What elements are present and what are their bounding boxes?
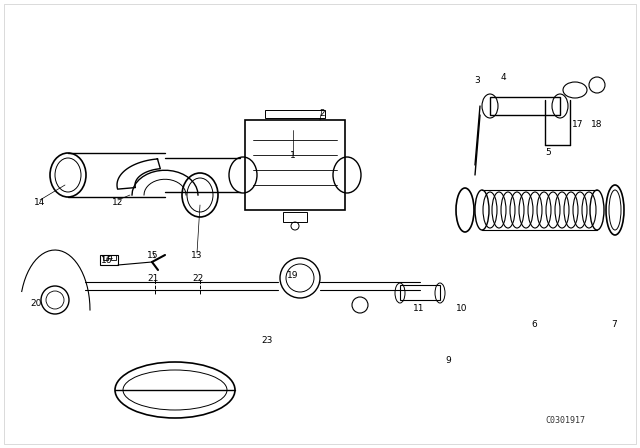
Text: 3: 3	[474, 76, 480, 85]
Text: 22: 22	[193, 273, 204, 283]
Text: 10: 10	[456, 303, 468, 313]
Text: 2: 2	[319, 108, 325, 117]
Text: 9: 9	[445, 356, 451, 365]
Text: 12: 12	[112, 198, 124, 207]
Text: 11: 11	[413, 303, 425, 313]
Bar	[100, 255, 118, 265]
Bar	[283, 212, 307, 222]
Bar	[490, 97, 560, 115]
Text: 1: 1	[290, 151, 296, 159]
Text: 7: 7	[611, 319, 617, 328]
Text: 4: 4	[500, 73, 506, 82]
Text: 19: 19	[287, 271, 299, 280]
Text: 13: 13	[191, 250, 203, 259]
Text: 6: 6	[531, 319, 537, 328]
Text: 16: 16	[101, 255, 113, 264]
Bar	[400, 285, 440, 300]
Text: 5: 5	[545, 147, 551, 156]
Text: 23: 23	[261, 336, 273, 345]
Text: 15: 15	[147, 250, 159, 259]
Bar	[103, 255, 108, 260]
Bar	[245, 120, 345, 210]
Text: C0301917: C0301917	[545, 415, 585, 425]
Text: 20: 20	[30, 298, 42, 307]
Bar	[111, 255, 116, 260]
Text: 21: 21	[147, 273, 159, 283]
Text: 18: 18	[591, 120, 603, 129]
Bar	[265, 110, 325, 118]
Text: 17: 17	[572, 120, 584, 129]
Text: 14: 14	[35, 198, 45, 207]
